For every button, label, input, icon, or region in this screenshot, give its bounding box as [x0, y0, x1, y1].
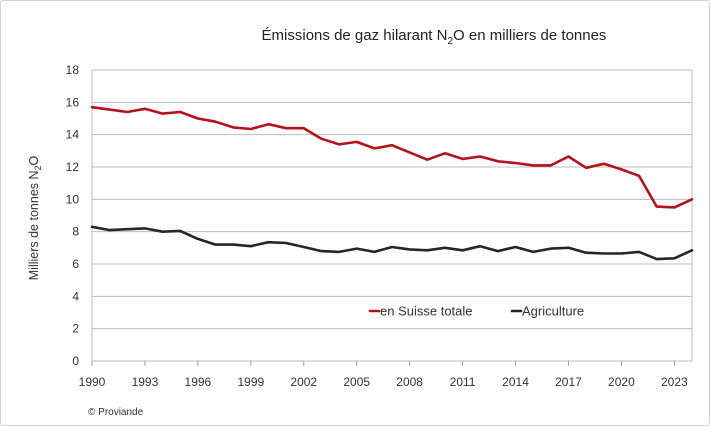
y-tick-label: 12 [66, 160, 80, 174]
x-tick-labels: 1990 1993 1996 1999 2002 2005 2008 2011 2014 2017… [79, 361, 688, 389]
x-tick-label: 2011 [450, 375, 476, 389]
y-tick-label: 8 [72, 225, 79, 239]
x-tick-label: 2020 [608, 375, 635, 389]
x-tick-label: 2008 [396, 375, 423, 389]
chart-title-subscript: 2 [447, 36, 453, 47]
y-axis-label-subscript: 2 [33, 165, 43, 170]
x-tick-label: 2014 [502, 375, 529, 389]
series-line-agriculture [90, 225, 694, 261]
y-tick-label: 2 [72, 322, 79, 336]
x-tick-label: 1990 [79, 375, 106, 389]
legend-label: Agriculture [522, 304, 584, 319]
source-credit: © Proviande [88, 407, 144, 418]
gridlines [91, 69, 693, 362]
y-axis-label: Milliers de tonnes N2O [27, 155, 43, 280]
y-tick-label: 6 [72, 257, 79, 271]
x-tick-label: 2023 [661, 375, 688, 389]
y-tick-label: 10 [66, 192, 80, 206]
chart-title-rest: O en milliers de tonnes [453, 27, 606, 44]
series-lines [90, 105, 694, 261]
x-tick-label: 2002 [290, 375, 317, 389]
y-tick-label: 18 [66, 63, 80, 77]
x-tick-label: 2005 [343, 375, 370, 389]
y-tick-label: 0 [72, 354, 79, 368]
legend: en Suisse totale Agriculture [368, 304, 584, 319]
x-tick-label: 1999 [237, 375, 264, 389]
chart-title-main: Émissions de gaz hilarant N [262, 27, 448, 44]
x-tick-label: 2017 [555, 375, 582, 389]
chart-title: Émissions de gaz hilarant N2O en millier… [262, 27, 607, 47]
y-tick-label: 14 [66, 128, 80, 142]
series-line-total [90, 105, 694, 209]
y-axis-label-rest: O [27, 155, 41, 165]
legend-label: en Suisse totale [380, 304, 473, 319]
y-tick-label: 4 [72, 289, 79, 303]
x-tick-label: 1996 [185, 375, 212, 389]
y-tick-label: 16 [66, 95, 80, 109]
x-tick-label: 1993 [132, 375, 159, 389]
y-axis-label-main: Milliers de tonnes N [27, 170, 41, 280]
y-tick-labels: 0 2 4 6 8 10 12 14 16 18 [66, 63, 80, 368]
